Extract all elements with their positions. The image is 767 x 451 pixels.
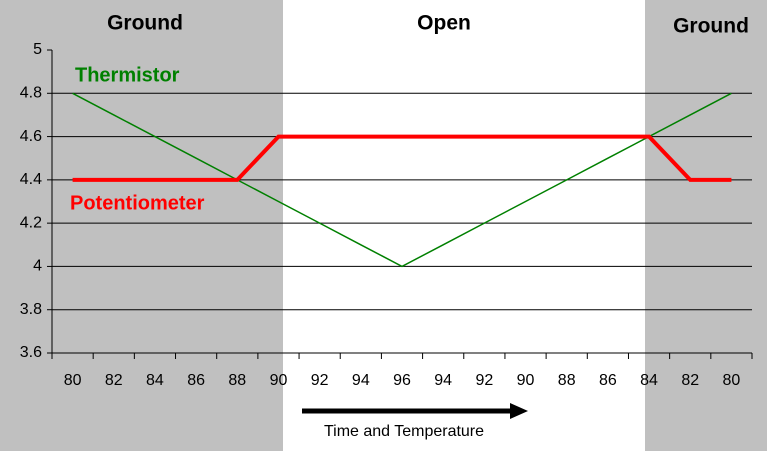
x-tick-label: 88	[558, 372, 576, 389]
x-tick-label: 80	[723, 372, 741, 389]
x-tick-label: 86	[599, 372, 617, 389]
y-tick-label: 4	[33, 258, 42, 275]
series-label: Potentiometer	[70, 192, 205, 214]
x-tick-label: 90	[270, 372, 288, 389]
x-tick-label: 80	[64, 372, 82, 389]
region-label: Open	[417, 12, 471, 35]
x-tick-label: 94	[434, 372, 452, 389]
ground-region	[0, 0, 283, 451]
x-axis-label: Time and Temperature	[324, 423, 484, 440]
x-tick-label: 92	[311, 372, 329, 389]
x-tick-label: 84	[640, 372, 658, 389]
y-tick-label: 4.6	[20, 128, 42, 145]
x-tick-label: 94	[352, 372, 370, 389]
y-tick-label: 4.8	[20, 85, 42, 102]
y-tick-label: 3.8	[20, 301, 42, 318]
x-tick-label: 82	[681, 372, 699, 389]
ground-region	[645, 0, 767, 451]
x-tick-label: 96	[393, 372, 411, 389]
y-tick-label: 4.4	[20, 171, 42, 188]
series-label: Thermistor	[75, 64, 180, 86]
y-tick-label: 3.6	[20, 344, 42, 361]
region-label: Ground	[673, 15, 749, 38]
x-tick-label: 88	[228, 372, 246, 389]
y-tick-label: 4.2	[20, 214, 42, 231]
region-label: Ground	[107, 12, 183, 35]
series-line	[72, 134, 732, 182]
x-tick-label: 86	[187, 372, 205, 389]
y-tick-label: 5	[33, 41, 42, 58]
x-arrow-head	[510, 403, 528, 419]
x-tick-label: 82	[105, 372, 123, 389]
x-tick-label: 92	[475, 372, 493, 389]
x-tick-label: 84	[146, 372, 164, 389]
x-tick-label: 90	[517, 372, 535, 389]
series-line	[72, 92, 732, 268]
